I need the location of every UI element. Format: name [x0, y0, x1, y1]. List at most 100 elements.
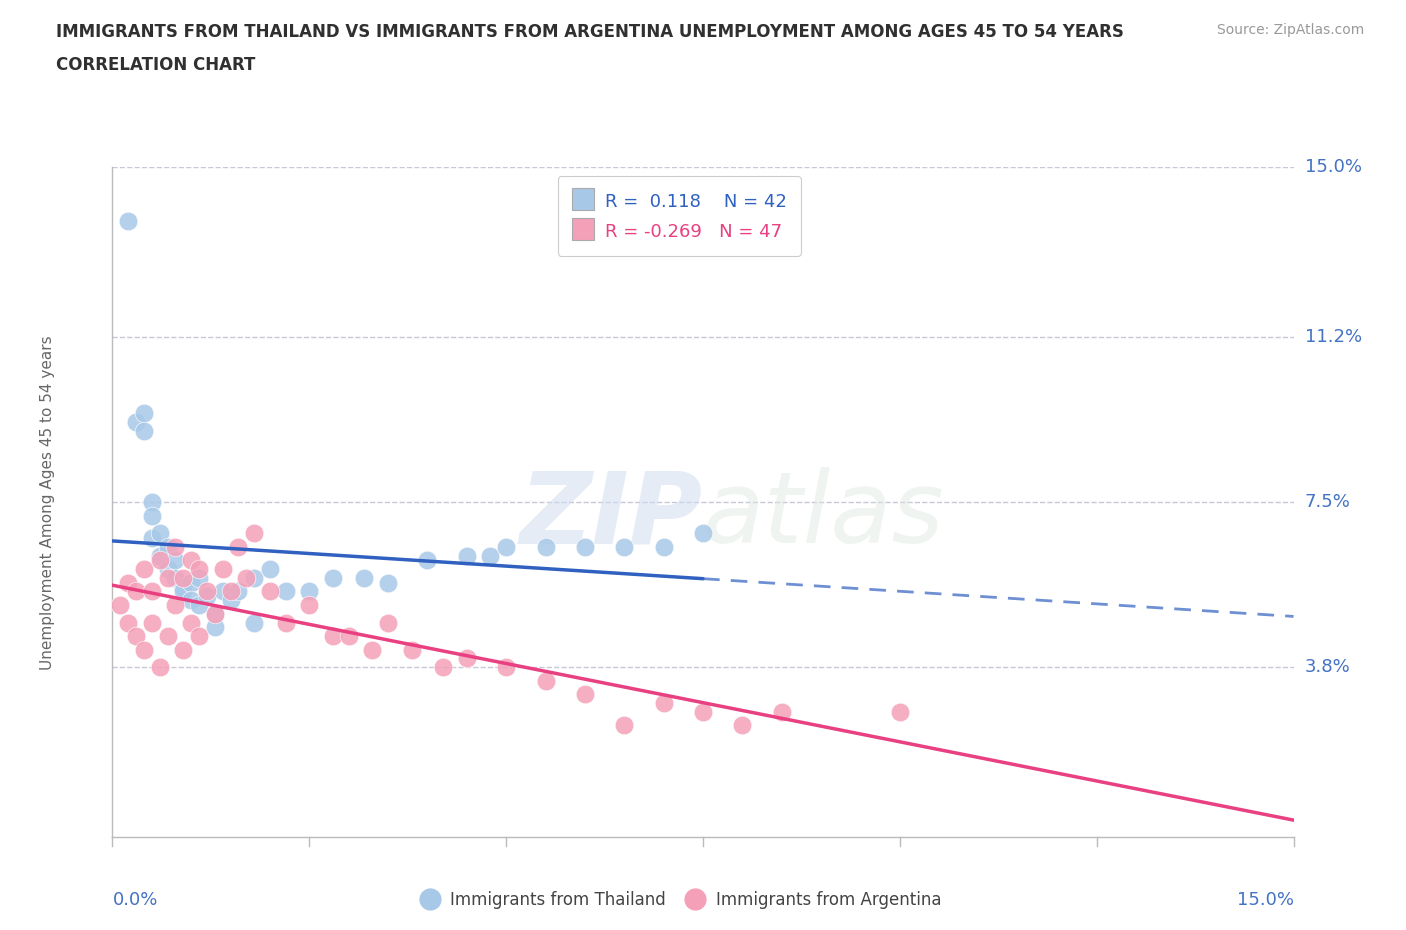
- Point: [613, 539, 636, 554]
- Point: [322, 571, 344, 586]
- Point: [132, 423, 155, 438]
- Point: [298, 584, 321, 599]
- Text: atlas: atlas: [703, 467, 945, 565]
- Point: [204, 606, 226, 621]
- Point: [165, 539, 187, 554]
- Point: [219, 584, 242, 599]
- Point: [228, 584, 250, 599]
- Point: [125, 584, 148, 599]
- Point: [149, 552, 172, 567]
- Point: [243, 571, 266, 586]
- Point: [692, 705, 714, 720]
- Point: [149, 660, 172, 675]
- Point: [180, 575, 202, 590]
- Point: [259, 584, 281, 599]
- Point: [456, 651, 478, 666]
- Point: [165, 571, 187, 586]
- Point: [188, 571, 211, 586]
- Point: [156, 562, 179, 577]
- Point: [141, 584, 163, 599]
- Point: [125, 629, 148, 644]
- Point: [172, 571, 194, 586]
- Point: [211, 584, 233, 599]
- Legend: Immigrants from Thailand, Immigrants from Argentina: Immigrants from Thailand, Immigrants fro…: [411, 884, 948, 916]
- Point: [534, 673, 557, 688]
- Point: [652, 539, 675, 554]
- Point: [180, 552, 202, 567]
- Point: [534, 539, 557, 554]
- Text: Source: ZipAtlas.com: Source: ZipAtlas.com: [1216, 23, 1364, 37]
- Point: [165, 552, 187, 567]
- Point: [692, 526, 714, 541]
- Text: 11.2%: 11.2%: [1305, 328, 1362, 346]
- Point: [117, 575, 139, 590]
- Point: [141, 616, 163, 631]
- Point: [456, 549, 478, 564]
- Point: [479, 549, 502, 564]
- Point: [377, 575, 399, 590]
- Point: [172, 584, 194, 599]
- Point: [125, 415, 148, 430]
- Text: 15.0%: 15.0%: [1236, 891, 1294, 909]
- Text: CORRELATION CHART: CORRELATION CHART: [56, 56, 256, 73]
- Point: [337, 629, 360, 644]
- Text: ZIP: ZIP: [520, 467, 703, 565]
- Point: [156, 629, 179, 644]
- Point: [377, 616, 399, 631]
- Point: [188, 629, 211, 644]
- Point: [228, 539, 250, 554]
- Point: [149, 526, 172, 541]
- Point: [219, 593, 242, 608]
- Text: Unemployment Among Ages 45 to 54 years: Unemployment Among Ages 45 to 54 years: [39, 335, 55, 670]
- Point: [180, 616, 202, 631]
- Point: [401, 642, 423, 657]
- Point: [188, 597, 211, 612]
- Text: 3.8%: 3.8%: [1305, 658, 1350, 676]
- Point: [652, 696, 675, 711]
- Point: [110, 597, 132, 612]
- Point: [889, 705, 911, 720]
- Point: [141, 495, 163, 510]
- Point: [172, 579, 194, 594]
- Point: [235, 571, 257, 586]
- Point: [243, 526, 266, 541]
- Point: [574, 686, 596, 701]
- Point: [204, 606, 226, 621]
- Point: [353, 571, 375, 586]
- Text: 0.0%: 0.0%: [112, 891, 157, 909]
- Point: [495, 539, 517, 554]
- Text: 7.5%: 7.5%: [1305, 493, 1351, 512]
- Point: [156, 571, 179, 586]
- Point: [141, 508, 163, 523]
- Point: [117, 214, 139, 229]
- Point: [195, 584, 218, 599]
- Text: IMMIGRANTS FROM THAILAND VS IMMIGRANTS FROM ARGENTINA UNEMPLOYMENT AMONG AGES 45: IMMIGRANTS FROM THAILAND VS IMMIGRANTS F…: [56, 23, 1125, 41]
- Point: [495, 660, 517, 675]
- Point: [132, 405, 155, 420]
- Point: [195, 589, 218, 604]
- Point: [172, 642, 194, 657]
- Point: [211, 562, 233, 577]
- Text: 15.0%: 15.0%: [1305, 158, 1361, 177]
- Point: [361, 642, 384, 657]
- Point: [149, 549, 172, 564]
- Point: [204, 619, 226, 634]
- Point: [132, 642, 155, 657]
- Point: [574, 539, 596, 554]
- Point: [298, 597, 321, 612]
- Point: [141, 530, 163, 545]
- Point: [613, 718, 636, 733]
- Point: [243, 616, 266, 631]
- Point: [156, 539, 179, 554]
- Point: [165, 597, 187, 612]
- Point: [416, 552, 439, 567]
- Point: [770, 705, 793, 720]
- Point: [132, 562, 155, 577]
- Point: [432, 660, 454, 675]
- Point: [731, 718, 754, 733]
- Point: [180, 593, 202, 608]
- Point: [259, 562, 281, 577]
- Point: [322, 629, 344, 644]
- Point: [188, 562, 211, 577]
- Point: [274, 584, 297, 599]
